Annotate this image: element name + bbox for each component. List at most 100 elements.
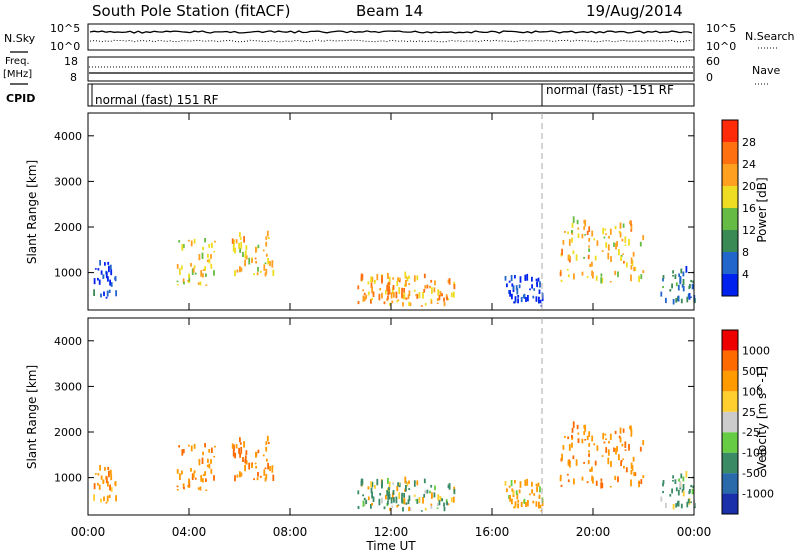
colorbar-segment [722,186,738,208]
range-gate-cell [639,446,642,452]
range-gate-cell [395,291,398,299]
range-gate-cell [357,506,360,510]
range-gate-cell [395,496,398,504]
range-gate-cell [662,482,664,487]
range-gate-cell [600,273,603,277]
range-gate-cell [264,272,267,277]
range-gate-cell [571,237,573,243]
range-gate-cell [415,294,418,297]
range-gate-cell [588,443,591,447]
range-gate-cell [601,277,604,284]
range-gate-cell [264,467,267,470]
range-gate-cell [422,497,424,504]
range-gate-cell [388,288,391,295]
range-gate-cell [424,303,427,306]
echo-region [660,266,696,305]
range-gate-cell [201,457,204,464]
range-gate-cell [504,276,507,281]
range-gate-cell [408,480,410,484]
velocity-colorbar-label: Velocity [m s^-1] [755,366,769,470]
range-gate-cell [430,505,433,509]
range-gate-cell [105,501,108,504]
range-gate-cell [614,475,617,481]
range-gate-cell [97,277,99,281]
range-gate-cell [386,490,389,496]
range-gate-cell [692,280,695,284]
power-ylabel: Slant Range [km] [25,160,39,264]
range-gate-cell [567,479,570,483]
range-gate-cell [508,280,511,283]
time-axis-label: Time UT [365,539,416,553]
range-gate-cell [443,301,446,307]
range-gate-cell [200,270,203,277]
range-gate-cell [387,296,389,300]
range-gate-cell [632,251,635,257]
range-gate-cell [441,293,443,297]
range-gate-cell [439,496,442,502]
colorbar-frame [721,329,739,515]
range-gate-cell [617,476,619,483]
range-gate-cell [568,444,571,451]
range-gate-cell [687,498,690,504]
range-gate-cell [381,483,383,489]
range-gate-cell [234,452,236,459]
range-gate-cell [520,296,523,302]
range-gate-cell [669,289,672,292]
noise-search-trace [89,39,693,43]
range-gate-cell [616,241,618,247]
y-tick-label: 3000 [54,175,82,188]
range-gate-cell [100,498,102,503]
range-gate-cell [381,278,383,284]
range-gate-cell [537,277,540,282]
range-gate-cell [625,262,628,268]
range-gate-cell [100,270,103,275]
range-gate-cell [390,497,393,504]
range-gate-cell [115,290,117,297]
range-gate-cell [233,444,235,451]
range-gate-cell [584,234,587,236]
range-gate-cell [367,496,370,501]
range-gate-cell [615,242,617,250]
freq-panel-frame [87,56,695,82]
range-gate-cell [202,474,205,476]
range-gate-cell [115,495,117,502]
range-gate-cell [569,256,571,263]
range-gate-cell [234,247,236,254]
station-title: South Pole Station (fitACF) [92,2,290,20]
range-gate-cell [523,293,526,299]
range-gate-cell [575,254,578,261]
range-gate-cell [256,272,259,276]
range-gate-cell [259,270,262,273]
range-gate-cell [595,480,598,486]
range-gate-cell [630,274,632,282]
range-gate-cell [572,421,575,429]
range-gate-cell [523,498,526,504]
range-gate-cell [514,506,517,509]
range-gate-cell [391,300,394,304]
range-gate-cell [602,432,605,440]
range-gate-cell [198,459,201,466]
range-gate-cell [94,473,97,475]
colorbar-tick-label: 28 [742,136,756,149]
y-tick-label: 4000 [54,130,82,143]
range-gate-cell [596,445,599,451]
range-gate-cell [370,276,372,283]
range-gate-cell [560,279,563,282]
echo-region [504,478,544,512]
range-gate-cell [188,444,190,447]
range-gate-cell [267,462,269,470]
range-gate-cell [588,226,591,232]
range-gate-cell [205,489,208,491]
range-gate-cell [396,280,399,287]
range-gate-cell [595,275,598,281]
range-gate-cell [617,271,619,278]
echo-region [357,476,456,512]
range-gate-cell [110,269,113,276]
range-gate-cell [245,255,248,260]
range-gate-cell [362,494,364,497]
range-gate-cell [508,290,510,294]
range-gate-cell [192,472,195,478]
range-gate-cell [672,504,675,510]
range-gate-cell [680,268,683,274]
range-gate-cell [176,489,179,491]
